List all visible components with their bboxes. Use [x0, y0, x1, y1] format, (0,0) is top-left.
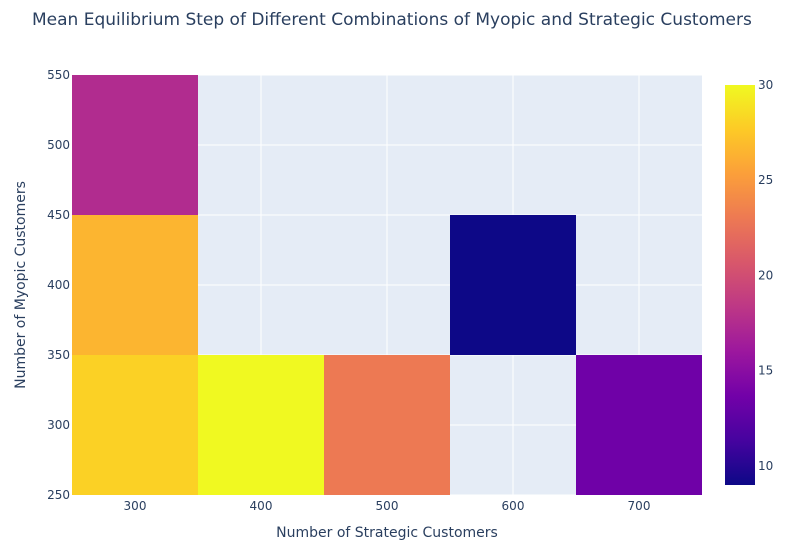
x-axis-ticks: 300 400 500 600 700: [124, 499, 651, 513]
x-tick-label: 400: [250, 499, 273, 513]
y-tick-label: 450: [47, 208, 70, 222]
colorbar-tick-label: 25: [758, 173, 773, 187]
y-tick-label: 300: [47, 418, 70, 432]
y-tick-label: 250: [47, 488, 70, 502]
heatmap-cell: [576, 355, 702, 495]
chart-title: Mean Equilibrium Step of Different Combi…: [32, 10, 752, 30]
heatmap-cell: [72, 355, 198, 495]
y-axis-title: Number of Myopic Customers: [13, 181, 29, 389]
colorbar-tick-label: 10: [758, 459, 773, 473]
colorbar-tick-label: 30: [758, 78, 773, 92]
y-tick-label: 350: [47, 348, 70, 362]
heatmap-cells: [72, 75, 702, 495]
heatmap-cell: [324, 355, 450, 495]
heatmap-cell: [450, 215, 576, 355]
y-axis-ticks: 250 300 350 400 450 500 550: [47, 68, 70, 502]
y-tick-label: 500: [47, 138, 70, 152]
y-tick-label: 550: [47, 68, 70, 82]
x-tick-label: 500: [376, 499, 399, 513]
heatmap-cell: [198, 355, 324, 495]
heatmap-cell: [72, 75, 198, 215]
x-axis-title: Number of Strategic Customers: [276, 525, 498, 541]
heatmap-cell: [72, 215, 198, 355]
x-tick-label: 600: [502, 499, 525, 513]
colorbar-ticks: 10 15 20 25 30: [758, 78, 773, 473]
colorbar: [725, 85, 755, 485]
y-tick-label: 400: [47, 278, 70, 292]
colorbar-tick-label: 20: [758, 268, 773, 282]
x-tick-label: 700: [628, 499, 651, 513]
x-tick-label: 300: [124, 499, 147, 513]
colorbar-tick-label: 15: [758, 364, 773, 378]
